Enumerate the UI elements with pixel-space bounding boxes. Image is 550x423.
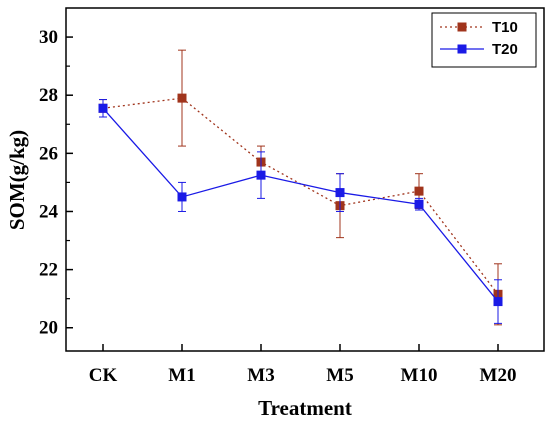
data-point bbox=[493, 297, 503, 307]
legend-label: T10 bbox=[492, 19, 518, 36]
series-layer bbox=[98, 49, 503, 326]
x-tick-label: CK bbox=[89, 365, 118, 386]
y-tick-label: 24 bbox=[39, 201, 59, 222]
plot-frame bbox=[65, 7, 545, 352]
series-T20 bbox=[98, 99, 503, 324]
x-tick-label: M1 bbox=[168, 365, 195, 386]
data-point bbox=[256, 170, 266, 180]
series-T10 bbox=[98, 49, 503, 326]
y-tick-label: 26 bbox=[39, 143, 58, 164]
x-tick-label: M3 bbox=[247, 365, 274, 386]
legend-marker bbox=[457, 22, 467, 32]
y-axis-title: SOM(g/kg) bbox=[5, 130, 29, 230]
x-axis: CK M1 M3 M5 M10 M20 bbox=[89, 344, 517, 386]
y-tick-label: 28 bbox=[39, 85, 58, 106]
data-point bbox=[177, 192, 187, 202]
data-point bbox=[335, 188, 345, 198]
series-line bbox=[102, 97, 499, 295]
x-tick-label: M5 bbox=[326, 365, 353, 386]
y-tick-label: 20 bbox=[39, 318, 58, 339]
data-point bbox=[98, 103, 108, 113]
y-tick-label: 30 bbox=[39, 27, 58, 48]
legend-label: T20 bbox=[492, 41, 518, 58]
legend-marker bbox=[457, 44, 467, 54]
x-axis-title: Treatment bbox=[258, 396, 352, 420]
data-point bbox=[414, 199, 424, 209]
y-tick-label: 22 bbox=[39, 260, 58, 281]
legend-box bbox=[431, 12, 537, 68]
data-point bbox=[414, 186, 424, 196]
series-line bbox=[102, 107, 499, 302]
y-axis: 20 22 24 26 28 30 bbox=[39, 27, 73, 339]
data-point bbox=[177, 93, 187, 103]
x-tick-label: M10 bbox=[401, 365, 438, 386]
x-tick-label: M20 bbox=[480, 365, 517, 386]
